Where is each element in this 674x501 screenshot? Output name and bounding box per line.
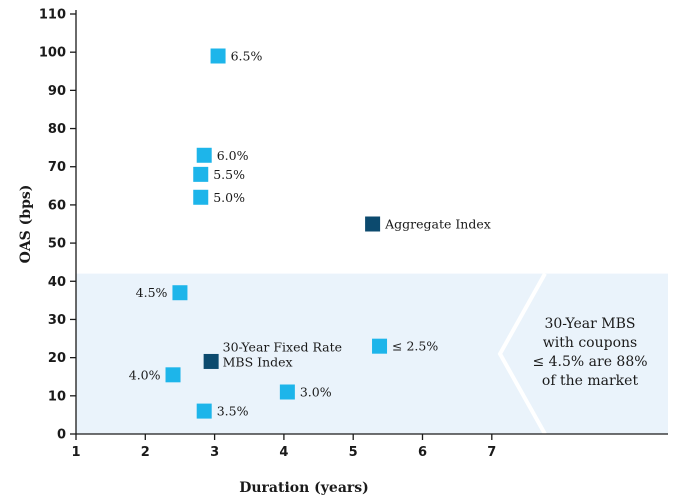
x-tick-label: 5 (349, 445, 358, 460)
y-tick-label: 0 (57, 428, 66, 443)
chevron-divider (497, 272, 547, 435)
coupon-point (279, 384, 295, 400)
point-label: Aggregate Index (384, 217, 491, 232)
highlight-region-left (76, 273, 545, 434)
point-label: ≤ 2.5% (392, 339, 438, 354)
point-label: 3.5% (217, 404, 249, 419)
y-tick-label: 60 (48, 198, 66, 213)
y-tick-label: 110 (39, 8, 66, 23)
y-tick-label: 30 (48, 313, 66, 328)
x-tick-label: 3 (210, 445, 219, 460)
y-tick-label: 80 (48, 122, 66, 137)
x-tick-label: 7 (487, 445, 496, 460)
point-label: 3.0% (300, 385, 332, 400)
coupon-point (165, 367, 181, 383)
point-label: 30-Year Fixed Rate (223, 339, 342, 354)
coupon-point (196, 147, 212, 163)
y-tick-label: 90 (48, 84, 66, 99)
index-point (203, 353, 219, 369)
point-label: 5.5% (213, 167, 245, 182)
x-axis-title: Duration (years) (239, 480, 369, 496)
index-point (365, 216, 381, 232)
y-axis-title: OAS (bps) (18, 185, 34, 264)
x-tick-label: 1 (71, 445, 80, 460)
coupon-point (210, 48, 226, 64)
y-tick-label: 70 (48, 160, 66, 175)
callout-line: of the market (542, 373, 639, 389)
callout-line: 30-Year MBS (544, 316, 635, 332)
point-label: 6.5% (231, 49, 263, 64)
coupon-point (193, 189, 209, 205)
coupon-point (196, 403, 212, 419)
coupon-point (193, 166, 209, 182)
x-tick-label: 4 (279, 445, 288, 460)
highlight-region (76, 273, 668, 434)
x-tick-label: 6 (418, 445, 427, 460)
callout-line: with coupons (543, 335, 637, 351)
y-tick-label: 40 (48, 275, 66, 290)
y-tick-label: 10 (48, 389, 66, 404)
point-label: 4.0% (129, 367, 161, 382)
coupon-point (372, 338, 388, 354)
y-tick-label: 50 (48, 237, 66, 252)
y-tick-label: 20 (48, 351, 66, 366)
y-tick-label: 100 (39, 46, 66, 61)
callout-line: ≤ 4.5% are 88% (532, 354, 647, 370)
point-label: 6.0% (217, 148, 249, 163)
point-label: MBS Index (223, 354, 293, 369)
x-tick-label: 2 (141, 445, 150, 460)
point-label: 4.5% (136, 285, 168, 300)
coupon-point (172, 285, 188, 301)
point-label: 5.0% (213, 190, 245, 205)
